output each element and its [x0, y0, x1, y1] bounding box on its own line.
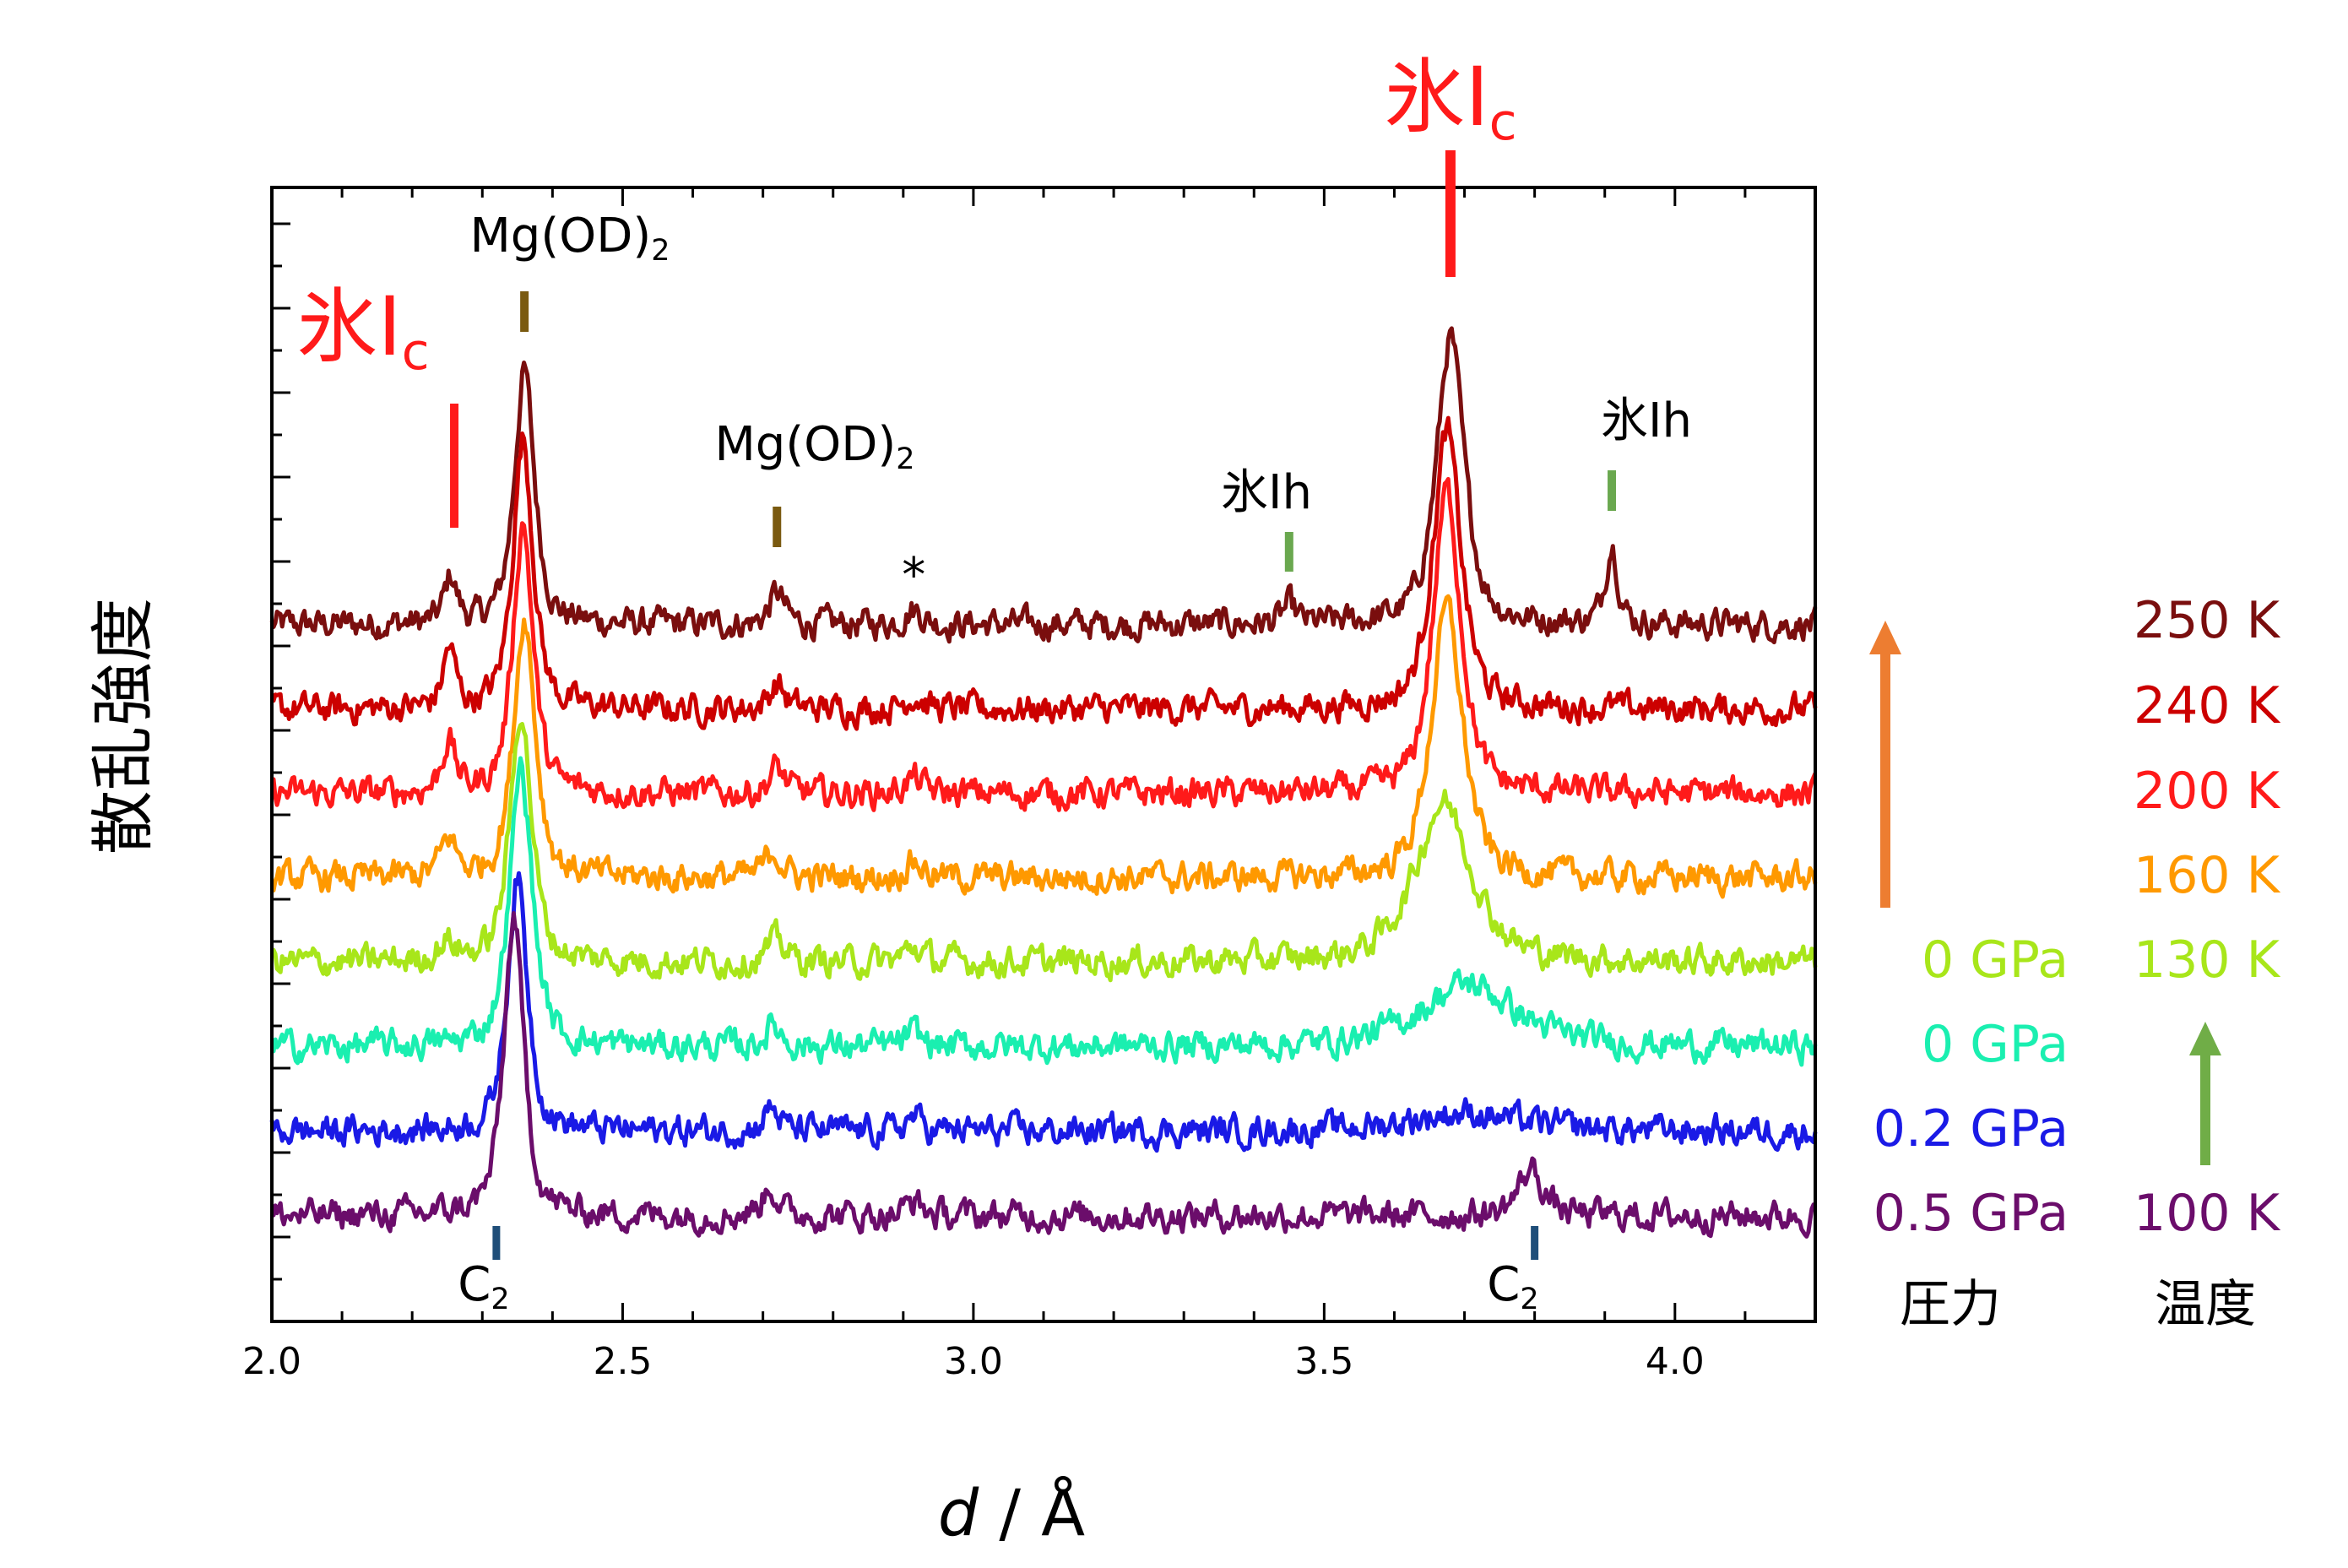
- annotation-marker: [1284, 532, 1293, 572]
- annotation-marker: [520, 291, 529, 332]
- annotation-text: 氷Ih: [1601, 393, 1692, 448]
- temperature-label: 200 K: [2134, 762, 2281, 821]
- annotation-marker: [1608, 470, 1617, 511]
- x-axis-label: d / Å: [938, 1475, 1085, 1550]
- annotation-label: C2: [1487, 1257, 1538, 1316]
- annotation-label: 氷Ic: [296, 279, 429, 382]
- series-line-6: [270, 756, 1818, 1067]
- annotation-text: 氷I: [1384, 50, 1489, 144]
- annotation-label: 氷Ic: [1384, 50, 1516, 152]
- x-tick-label: 2.5: [593, 1340, 652, 1383]
- pressure-header: 圧力: [1900, 1275, 2001, 1334]
- x-tick-label: 3.0: [944, 1340, 1003, 1383]
- annotation-text: C: [458, 1257, 491, 1312]
- temperature-label: 240 K: [2134, 676, 2281, 735]
- annotation-marker: [1445, 150, 1456, 277]
- annotation-label: Mg(OD)2: [469, 209, 670, 268]
- annotation-subscript: 2: [651, 234, 670, 268]
- annotation-text: Mg(OD): [469, 209, 651, 263]
- x-axis-label-unit: / Å: [979, 1475, 1085, 1550]
- annotation-subscript: 2: [491, 1283, 509, 1316]
- series-line-3: [269, 476, 1818, 812]
- series-line-5: [269, 722, 1818, 983]
- annotation-marker: [1531, 1226, 1539, 1260]
- series-line-2: [269, 415, 1818, 731]
- temperature-arrow-head: [2189, 1022, 2221, 1055]
- x-tick-label: 2.0: [242, 1340, 301, 1383]
- pressure-label: 0 GPa: [1922, 1015, 2069, 1074]
- x-tick-label: 4.0: [1646, 1340, 1705, 1383]
- pressure-arrow-shaft: [1880, 646, 1890, 908]
- pressure-label: 0.5 GPa: [1874, 1184, 2069, 1243]
- series-line-1: [269, 326, 1818, 645]
- annotation-label: 氷Ih: [1221, 465, 1312, 520]
- y-axis-label: 散乱強度: [85, 598, 160, 855]
- x-axis-label-italic: d: [938, 1475, 979, 1550]
- annotation-subscript: 2: [1520, 1283, 1538, 1316]
- series-line-7: [269, 871, 1818, 1153]
- series-layer: [269, 326, 1818, 1239]
- series-line-4: [270, 594, 1818, 899]
- annotation-text: 氷Ih: [1221, 465, 1312, 520]
- annotation-subscript: c: [1489, 93, 1517, 152]
- x-tick-label: 3.5: [1294, 1340, 1353, 1383]
- annotation-text: 氷I: [296, 279, 401, 374]
- annotation-label: *: [902, 548, 925, 603]
- annotation-marker: [450, 404, 459, 528]
- annotation-text: *: [902, 548, 925, 603]
- axis-layer: 2.0 2.5 3.0 3.5 4.0: [242, 187, 1817, 1383]
- annotation-marker: [773, 507, 782, 547]
- annotation-subscript: 2: [896, 442, 914, 476]
- pressure-label: 0 GPa: [1922, 930, 2069, 990]
- temperature-label: 160 K: [2134, 846, 2281, 905]
- temperature-label: 130 K: [2134, 930, 2281, 990]
- annotation-label: 氷Ih: [1601, 393, 1692, 448]
- annotation-subscript: c: [402, 323, 430, 382]
- temperature-header: 温度: [2155, 1275, 2256, 1334]
- legend-layer: 250 K 240 K 200 K 160 K 0 GPa 130 K 0 GPa 0.2 G…: [1869, 591, 2281, 1334]
- series-line-8: [270, 911, 1818, 1239]
- annotation-marker: [492, 1226, 501, 1260]
- annotation-text: Mg(OD): [714, 417, 896, 472]
- annotation-text: C: [1487, 1257, 1520, 1312]
- pressure-arrow-head: [1869, 621, 1901, 654]
- annotation-label: C2: [458, 1257, 509, 1316]
- temperature-label: 100 K: [2134, 1184, 2281, 1243]
- temperature-arrow-shaft: [2200, 1047, 2210, 1165]
- temperature-label: 250 K: [2134, 591, 2281, 650]
- pressure-label: 0.2 GPa: [1874, 1099, 2069, 1158]
- annotation-label: Mg(OD)2: [714, 417, 914, 476]
